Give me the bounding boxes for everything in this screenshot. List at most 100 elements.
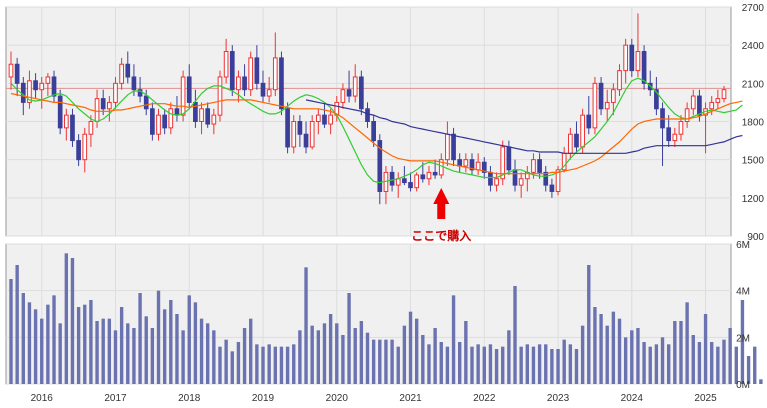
volume-bar [187, 295, 191, 384]
x-tick-label: 2021 [399, 393, 422, 404]
candle-body [229, 51, 235, 91]
candle-body [543, 171, 549, 186]
candle-body [537, 159, 542, 173]
candle-body [598, 82, 604, 110]
volume-bar [15, 265, 19, 384]
volume-bar [574, 349, 579, 384]
candle-body [567, 133, 573, 154]
volume-bar [562, 339, 566, 384]
volume-panel: 0M 2M 4M 6M [5, 240, 763, 391]
volume-bar [27, 302, 32, 384]
candle-body [186, 76, 192, 103]
candle-body [586, 114, 592, 129]
volume-bar [9, 279, 13, 384]
volume-bar [273, 346, 277, 384]
candle-body [469, 159, 475, 171]
candle-body [254, 57, 260, 84]
candle-body [8, 63, 14, 78]
volume-bar [46, 304, 50, 384]
x-tick-label: 2022 [473, 393, 496, 404]
candle-body [113, 82, 118, 103]
candle-body [285, 108, 290, 148]
volume-bar [378, 339, 382, 384]
volume-bar [322, 323, 327, 384]
volume-bar [33, 309, 38, 384]
volume-bar [427, 344, 431, 384]
candle-body [162, 114, 168, 129]
candle-body [377, 140, 383, 192]
price-tick-label: 1500 [742, 156, 765, 167]
volume-bar [193, 302, 198, 384]
volume-bar [630, 330, 634, 384]
volume-bar [310, 325, 314, 384]
volume-bar [285, 346, 290, 384]
candle-body [635, 51, 641, 72]
volume-bar [568, 344, 573, 384]
volume-bar [445, 346, 450, 384]
candle-body [27, 80, 32, 103]
candle-body [309, 121, 315, 148]
volume-bar [224, 339, 228, 384]
volume-bar [107, 318, 112, 384]
volume-bar [242, 328, 247, 384]
candle-body [45, 76, 51, 84]
volume-bar [58, 323, 62, 384]
candle-body [76, 140, 81, 161]
volume-bar [636, 328, 640, 384]
moving-averages [10, 77, 743, 184]
candle-body [174, 108, 180, 116]
volume-bar [556, 349, 560, 384]
candle-body [137, 89, 143, 97]
candle-body [223, 51, 229, 78]
x-tick-label: 2025 [694, 393, 717, 404]
candle-body [51, 76, 57, 97]
volume-bar [218, 346, 222, 384]
candle-body [266, 89, 272, 97]
volume-bar [279, 346, 284, 384]
candle-body [512, 169, 518, 186]
candle-body [666, 127, 672, 142]
volume-bar [396, 346, 400, 384]
candle-body [389, 171, 395, 186]
volume-bar [716, 346, 720, 384]
price-tick-label: 2400 [742, 41, 765, 52]
candle-body [580, 114, 585, 148]
candle-body [432, 171, 438, 176]
candle-body [143, 95, 149, 110]
volume-bar [316, 330, 321, 384]
price-tick-label: 1200 [742, 194, 765, 205]
volume-bar [205, 323, 210, 384]
candle-body [494, 178, 499, 186]
candle-body [107, 101, 112, 110]
candle-body [697, 95, 702, 116]
volume-bar [199, 318, 204, 384]
candle-body [660, 108, 665, 129]
volume-bar [666, 344, 671, 384]
volume-bar [691, 335, 695, 384]
volume-bar [507, 330, 511, 384]
candle-body [641, 51, 647, 84]
volume-bar [728, 328, 732, 384]
candle-body [315, 114, 321, 122]
candle-body [322, 114, 327, 125]
moving-average-line-2 [10, 92, 743, 175]
candle-body [690, 95, 696, 110]
volume-bar [359, 321, 364, 384]
volume-bar [710, 342, 714, 384]
volume-bar [267, 344, 271, 384]
volume-bar [617, 318, 622, 384]
candle-body [352, 76, 358, 97]
volume-bar [685, 302, 689, 384]
volume-bar [451, 295, 456, 384]
candle-body [678, 121, 684, 135]
volume-bar [679, 321, 683, 384]
volume-tick-label: 4M [736, 287, 750, 298]
candle-body [14, 63, 20, 84]
volume-bar [519, 346, 523, 384]
volume-bar [525, 344, 530, 384]
candle-body [125, 63, 131, 78]
candle-body [346, 89, 352, 97]
volume-bar [439, 342, 443, 384]
candle-body [119, 63, 124, 84]
candle-body [654, 89, 659, 110]
